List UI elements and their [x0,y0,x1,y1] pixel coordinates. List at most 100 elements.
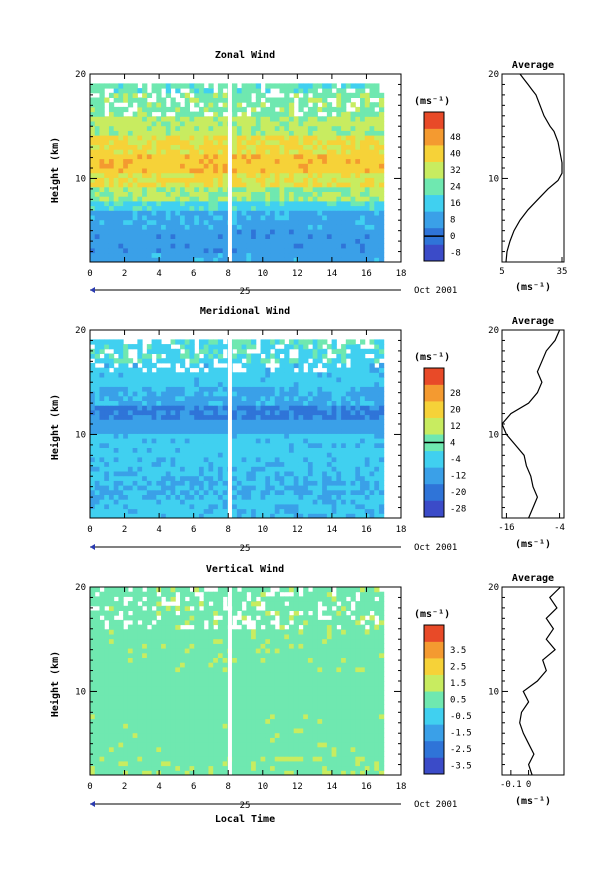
heatmap-cell [378,102,385,108]
heatmap-cell [217,471,224,477]
heatmap-cell [331,428,337,434]
heatmap-cell [170,475,176,481]
heatmap-cell [345,339,352,345]
heatmap-cell [113,121,119,127]
heatmap-cell [293,177,299,183]
heatmap-cell [222,168,228,174]
heatmap-cell [137,163,143,169]
heatmap-cell [189,177,195,183]
heatmap-cell [213,92,219,98]
heatmap-cell [255,191,262,197]
heatmap-cell [194,229,200,235]
heatmap-cell [265,419,271,425]
heatmap-cell [208,233,214,239]
heatmap-cell [317,756,323,762]
heatmap-cell [270,414,276,420]
heatmap-cell [236,224,243,230]
heatmap-cell [336,111,342,117]
heatmap-cell [232,339,238,345]
heatmap-cell [137,508,143,514]
heatmap-cell [156,200,162,207]
heatmap-cell [336,168,342,174]
heatmap-cell [213,386,219,392]
heatmap-cell [170,243,176,249]
heatmap-cell [246,144,252,150]
heatmap-cell [236,395,243,401]
heatmap-cell [137,353,143,359]
heatmap-cell [251,233,257,239]
heatmap-cell [175,163,181,169]
heatmap-cell [94,499,100,505]
heatmap-cell [270,391,276,397]
heatmap-cell [364,358,371,364]
heatmap-cell [165,770,172,776]
heatmap-cell [208,205,214,211]
heatmap-cell [222,461,228,467]
heatmap-cell [374,172,380,178]
heatmap-cell [165,503,172,510]
heatmap-cell [165,438,172,444]
heatmap-cell [312,760,318,767]
heatmap-cell [165,215,172,221]
heatmap-cell [208,215,214,221]
heatmap-cell [331,348,337,354]
heatmap-cell [232,391,238,397]
x-tick-label: 10 [257,525,268,535]
heatmap-cell [99,229,105,235]
heatmap-cell [369,499,375,505]
heatmap-cell [341,442,347,448]
heatmap-cell [303,414,309,420]
heatmap-cell [118,168,124,174]
heatmap-cell [142,191,148,197]
heatmap-cell [213,196,219,202]
heatmap-cell [364,503,371,510]
heatmap-cell [317,391,323,397]
heatmap-cell [108,149,115,155]
heatmap-cell [165,466,172,472]
heatmap-cell [184,456,190,463]
heatmap-cell [217,121,224,127]
heatmap-cell [142,419,148,425]
heatmap-cell [360,168,366,174]
heatmap-cell [170,130,176,136]
heatmap-cell [251,770,257,776]
heatmap-cell [175,158,181,164]
heatmap-cell [132,513,138,519]
heatmap-cell [350,238,356,244]
heatmap-cell [132,503,138,510]
heatmap-cell [142,257,148,263]
heatmap-cell [279,419,285,425]
heatmap-cell [108,83,115,89]
heatmap-cell [378,168,385,174]
heatmap-cell [194,125,200,131]
colorbar-segment [424,401,444,418]
heatmap-cell [123,139,129,145]
heatmap-cell [203,353,209,359]
heatmap-cell [90,205,96,211]
heatmap-cell [189,508,195,514]
heatmap-cell [326,367,333,373]
zonal-cb-unit: (ms⁻¹) [414,96,450,107]
heatmap-cell [123,130,129,136]
heatmap-cell [217,233,224,239]
heatmap-cell [208,405,214,411]
heatmap-cell [369,191,375,197]
heatmap-cell [184,485,190,491]
heatmap-cell [293,191,299,197]
heatmap-cell [326,168,333,174]
heatmap-cell [146,243,153,249]
heatmap-cell [322,499,328,505]
heatmap-cell [232,238,238,244]
heatmap-cell [255,224,262,230]
heatmap-cell [293,83,299,89]
heatmap-cell [127,158,134,164]
heatmap-cell [241,414,247,420]
heatmap-cell [108,233,115,239]
heatmap-cell [374,381,380,387]
heatmap-cell [312,111,318,117]
heatmap-cell [274,765,280,771]
heatmap-cell [350,252,356,258]
heatmap-cell [189,247,195,254]
heatmap-cell [127,196,134,202]
heatmap-cell [108,153,115,160]
